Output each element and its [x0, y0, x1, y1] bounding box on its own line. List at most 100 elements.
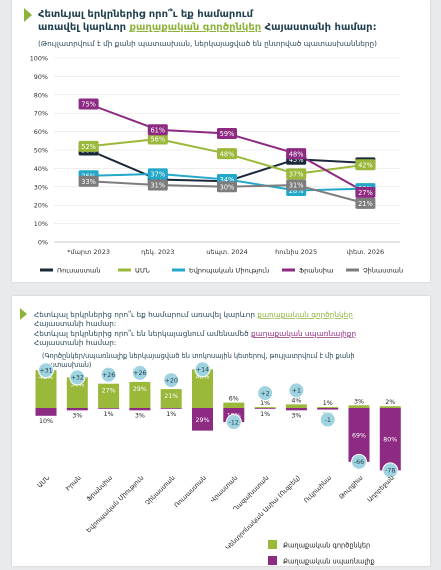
chart1-data-label-box — [78, 140, 99, 152]
line-chart: Հետևյալ երկրներից որո՞ւ եք համարում առավ… — [24, 8, 403, 275]
chart2-difference-label: +20 — [165, 377, 178, 384]
chart2-note-line2: պատասխան) — [42, 361, 92, 369]
chart2-legend-swatch — [268, 540, 277, 549]
chart2-difference-marker: +14 — [194, 361, 211, 378]
chart2-threat-bar — [98, 408, 120, 409]
bar-chart-card: Հետևյալ երկրներից որո՞ւ եք համարում առավ… — [12, 296, 430, 566]
chart1-data-point: 48% — [286, 148, 307, 160]
chart2-partner-bar — [66, 377, 88, 408]
chart1-data-point: 48% — [217, 148, 237, 160]
chart1-x-axis: *մարտ 2023 դեկ. 2023 սեպտ. 2024 հունիս 2025… — [67, 248, 384, 256]
chart1-data-label-box — [217, 148, 237, 160]
chart2-difference-circle — [382, 462, 399, 479]
chart2-partner-bar — [192, 369, 213, 408]
chart2-threat-bar — [379, 408, 401, 471]
chart2-legend-item: Քաղաքական սպառնալիք — [268, 556, 375, 566]
chart1-data-point: 31% — [286, 179, 307, 191]
chart1-data-point: 75% — [78, 98, 99, 110]
chart2-legend-swatch — [268, 556, 277, 565]
chart2-difference-marker: +26 — [100, 366, 117, 383]
chart2-partner-bar — [160, 389, 182, 408]
chart2-difference-marker: +2 — [257, 385, 274, 402]
chart2-partner-bar — [285, 404, 307, 408]
chart2-partner-label: 4% — [291, 397, 301, 404]
chart2-difference-marker: -12 — [225, 414, 242, 431]
chart1-data-label-box — [78, 98, 99, 110]
chart1-legend-item: Ռուսաստան — [40, 267, 100, 275]
chart1-data-label: 30% — [220, 183, 235, 191]
chart2-threat-label: 1% — [166, 411, 176, 418]
chart2-category-label: Իրան — [65, 474, 83, 492]
chart2-title-line1: Հետևյալ երկրներից որո՞ւ եք համարում առավ… — [34, 310, 353, 319]
chart2-legend-label: Քաղաքական գործընկեր — [283, 542, 370, 550]
chart2-partner-bar — [223, 402, 245, 408]
title-accent-arrow — [20, 308, 27, 320]
chart2-category-label: Ադրբեջան — [366, 474, 395, 503]
chart1-x-tick-label: հունիս 2025 — [275, 248, 317, 256]
chart2-difference-circle — [351, 453, 367, 470]
chart1-data-label-box — [286, 168, 307, 180]
chart1-data-point: 27% — [355, 186, 376, 198]
chart2-partner-bar — [348, 405, 370, 408]
chart1-y-tick-label: 50% — [34, 147, 48, 155]
chart1-data-label: 45% — [289, 156, 304, 164]
chart1-data-label: 37% — [289, 171, 304, 179]
chart2-difference-circle — [319, 411, 336, 428]
chart2-partner-bar — [35, 370, 57, 408]
chart1-subtitle: (Թույլատրվում է մի քանի պատասխան, ներկայ… — [38, 39, 377, 48]
chart2-difference-marker: -66 — [351, 453, 367, 470]
chart2-category-label: Չինաստան — [144, 474, 176, 506]
chart2-partner-label: 2% — [385, 399, 395, 406]
chart1-data-label: 61% — [150, 126, 165, 134]
chart2-bars — [35, 369, 401, 471]
chart1-data-label: 34% — [220, 176, 235, 184]
chart2-difference-circle — [100, 366, 117, 383]
chart2-difference-label: +26 — [102, 372, 115, 379]
chart1-data-label-box — [286, 179, 307, 191]
chart1-data-label: 52% — [81, 143, 96, 151]
chart1-data-point: 37% — [147, 168, 168, 180]
chart2-threat-bar — [160, 408, 182, 409]
chart2-threat-bar — [192, 408, 213, 431]
chart2-threat-bar — [285, 408, 307, 411]
bar-chart: Հետևյալ երկրներից որո՞ւ եք համարում առավ… — [20, 308, 401, 566]
chart1-data-label-box — [355, 186, 376, 198]
chart2-threat-bar — [129, 408, 151, 411]
chart1-legend: Ռուսաստան ԱՄՆ Եվրոպական Միություն Ֆրանսիա Չի… — [40, 267, 403, 275]
chart2-title-line3-pre: Հետևյալ երկրներից որո՞ւ են ներկայացնում … — [34, 329, 251, 338]
chart2-threat-label: 1% — [104, 411, 114, 418]
chart2-difference-label: +1 — [292, 388, 301, 395]
chart2-partner-label: 6% — [229, 396, 239, 403]
chart1-legend-item: Չինաստան — [346, 267, 403, 275]
chart1-legend-item: ԱՄՆ — [118, 267, 150, 275]
chart1-data-label-box — [78, 175, 99, 187]
chart2-threat-bar — [317, 408, 339, 410]
chart2-threat-bar — [254, 408, 276, 409]
chart1-data-point: 61% — [147, 124, 168, 136]
chart2-note-line1: (Գործընկեր/սպառնալիք ներկայացված են տոկո… — [42, 352, 355, 360]
chart1-data-label-box — [147, 133, 168, 145]
chart1-data-point: 30% — [217, 181, 237, 193]
chart1-y-tick-label: 70% — [34, 110, 48, 118]
chart1-data-label: 37% — [150, 171, 165, 179]
chart2-difference-marker: +26 — [131, 364, 148, 381]
chart1-data-label: 42% — [358, 161, 373, 169]
chart1-data-label-box — [355, 159, 376, 171]
chart2-partner-label: 21% — [164, 393, 178, 400]
chart2-title-line1-pre: Հետևյալ երկրներից որո՞ւ եք համարում առավ… — [34, 310, 257, 319]
chart2-legend-label: Քաղաքական սպառնալիք — [283, 558, 375, 566]
chart1-title-link: քաղաքական գործընկեր — [129, 22, 262, 33]
chart2-threat-label: 3% — [135, 412, 145, 419]
chart1-data-label: 33% — [81, 178, 96, 186]
chart1-data-label: 31% — [289, 182, 304, 190]
chart2-threat-bar — [348, 408, 370, 462]
chart1-data-label: 48% — [289, 150, 304, 158]
chart2-difference-label: +31 — [39, 368, 52, 375]
chart1-data-label: 59% — [220, 130, 235, 138]
chart1-data-point: 21% — [355, 197, 376, 209]
chart2-difference-circle — [131, 364, 148, 381]
chart2-title-link-partner: քաղաքական գործընկեր — [257, 310, 353, 319]
chart1-legend-item: Ֆրանսիա — [282, 267, 333, 275]
chart1-legend-label: ԱՄՆ — [135, 267, 150, 275]
